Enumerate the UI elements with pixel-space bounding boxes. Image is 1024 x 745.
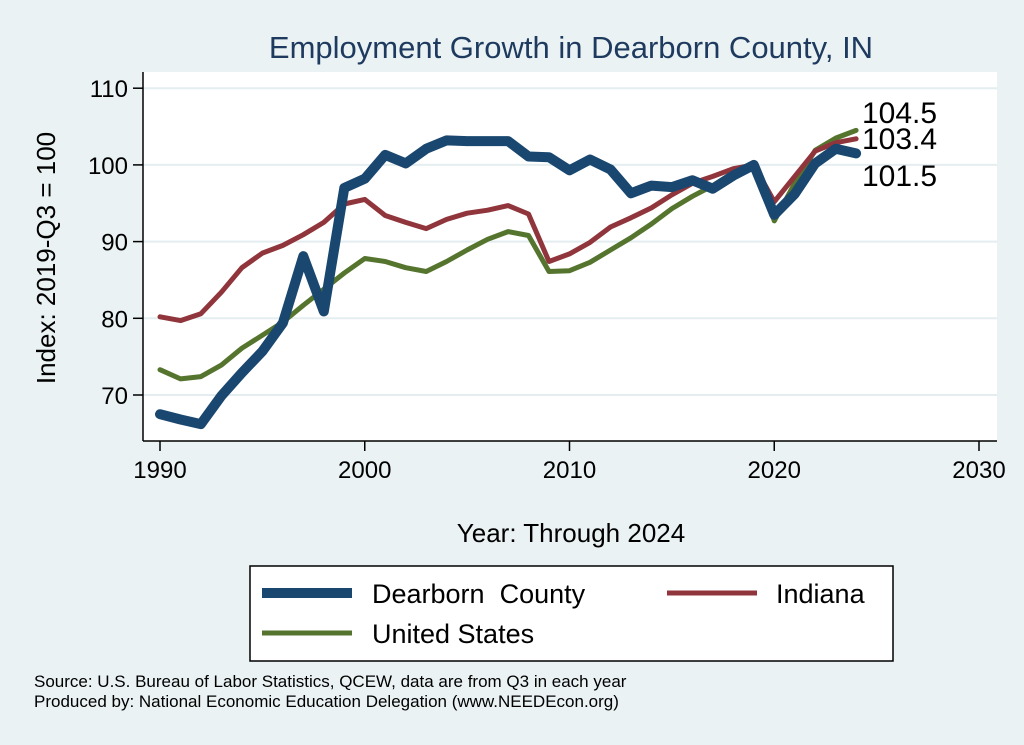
x-tick-label-2000: 2000 <box>338 457 391 484</box>
producer-note: Produced by: National Economic Education… <box>34 692 619 711</box>
legend-box <box>249 565 894 662</box>
x-tick-label-2010: 2010 <box>543 457 596 484</box>
x-tick-label-1990: 1990 <box>133 457 186 484</box>
end-label-dearborn-county: 101.5 <box>862 160 937 193</box>
legend: Dearborn County Indiana United States <box>249 565 894 662</box>
y-tick-label-110: 110 <box>90 76 128 103</box>
legend-label-indiana: Indiana <box>776 579 866 609</box>
gridlines <box>143 87 997 396</box>
source-note: Source: U.S. Bureau of Labor Statistics,… <box>34 672 627 691</box>
end-label-united-states: 104.5 <box>862 97 937 130</box>
x-tick-label-2030: 2030 <box>952 457 1005 484</box>
y-tick-label-70: 70 <box>101 383 128 410</box>
y-tick-label-80: 80 <box>101 306 128 333</box>
end-label-indiana: 103.4 <box>862 123 937 156</box>
x-axis-label: Year: Through 2024 <box>457 518 685 548</box>
series-lines <box>155 127 862 430</box>
legend-label-united-states: United States <box>372 619 534 649</box>
series-line-dearborn-county <box>155 135 862 430</box>
x-tick-label-2020: 2020 <box>748 457 801 484</box>
chart-title: Employment Growth in Dearborn County, IN <box>269 30 873 65</box>
y-axis-label: Index: 2019-Q3 = 100 <box>31 132 61 384</box>
legend-label-dearborn: Dearborn County <box>372 579 586 609</box>
y-tick-label-100: 100 <box>88 153 128 180</box>
y-axis-ticks: 70 80 90 100 110 <box>88 76 143 410</box>
y-tick-label-90: 90 <box>101 230 128 257</box>
x-axis-ticks: 1990 2000 2010 2020 2030 <box>133 441 1006 484</box>
